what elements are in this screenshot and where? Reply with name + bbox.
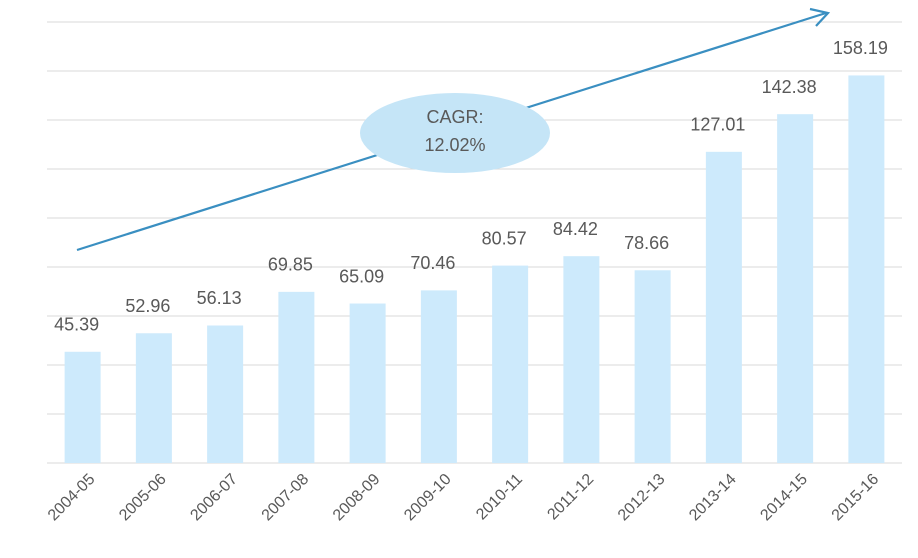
grid [47,21,902,464]
bar [634,270,671,463]
bar [492,265,529,463]
annotation: 12.02% [424,135,485,155]
bar [207,325,244,463]
data-label: 84.42 [553,219,598,239]
x-tick-label: 2010-11 [473,471,526,524]
x-tick-label: 2005-06 [116,471,170,525]
data-label: 78.66 [624,233,669,253]
bar [135,333,172,463]
x-tick-label: 2012-13 [615,471,669,525]
x-tick-label: 2006-07 [187,471,241,525]
x-tick-label: 2011-12 [544,471,597,524]
x-tick-label: 2008-09 [330,471,384,525]
cagr-bubble [360,93,550,173]
bar [349,303,386,463]
bars [64,75,885,463]
bar [563,256,600,463]
x-tick-label: 2014-15 [757,471,811,525]
data-label: 142.38 [762,77,817,97]
x-tick-label: 2007-08 [259,471,313,525]
data-label: 127.01 [690,115,745,135]
x-tick-label: 2015-16 [829,471,883,525]
bar [64,351,101,463]
data-label: 80.57 [482,228,527,248]
x-tick-label: 2004-05 [45,471,99,525]
arrow-head [809,7,831,27]
annotation: CAGR: [426,107,483,127]
data-label: 158.19 [833,38,888,58]
bar [848,75,885,463]
bar [278,291,315,463]
x-tick-label: 2009-10 [401,471,455,525]
data-label: 69.85 [268,255,313,275]
bar [777,114,814,463]
data-label: 65.09 [339,266,384,286]
data-label: 70.46 [410,253,455,273]
x-tick-label: 2013-14 [686,471,740,525]
bar [420,290,457,463]
data-label: 52.96 [125,296,170,316]
data-label: 45.39 [54,315,99,335]
bar [705,151,742,463]
data-label: 56.13 [197,288,242,308]
